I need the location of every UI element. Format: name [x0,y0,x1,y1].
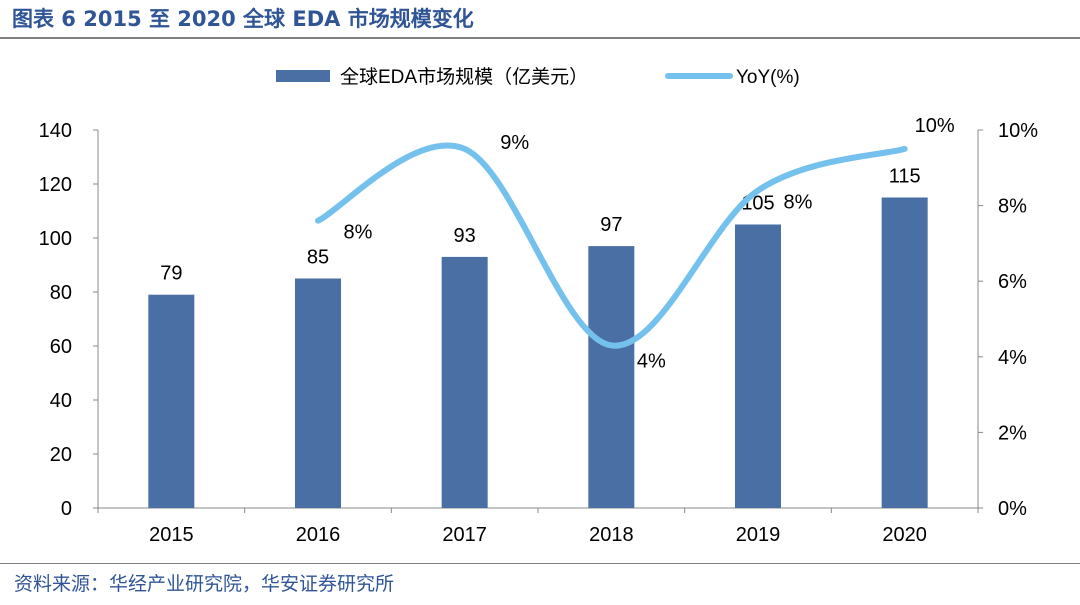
bar-value-label: 115 [889,166,921,188]
y-left-tick-label: 60 [50,336,72,358]
yoy-value-label: 10% [915,115,955,137]
y-right-tick-label: 6% [998,271,1027,293]
x-tick-label: 2015 [149,524,194,546]
x-tick-label: 2018 [589,524,634,546]
yoy-line [315,142,908,349]
yoy-value-label: 8% [784,191,813,213]
title-divider [0,37,1080,39]
bar [881,197,928,508]
yoy-value-label: 8% [344,222,373,244]
x-tick-label: 2019 [736,524,781,546]
bar [735,224,781,508]
y-right-tick-label: 10% [998,120,1038,142]
y-right-tick-label: 0% [998,498,1027,520]
y-right-tick-label: 2% [998,422,1027,444]
y-right-tick-label: 4% [998,347,1027,369]
bar-value-label: 93 [454,225,476,247]
bar [441,256,488,508]
chart-title: 图表 6 2015 至 2020 全球 EDA 市场规模变化 [12,7,474,31]
x-tick-label: 2016 [296,524,341,546]
bar [148,294,195,508]
y-left-tick-label: 120 [39,174,72,196]
y-left-tick-label: 80 [50,282,72,304]
x-tick-label: 2017 [442,524,487,546]
y-left-tick-label: 0 [61,498,72,520]
y-left-tick-label: 40 [50,390,72,412]
y-right-tick-label: 8% [998,196,1027,218]
legend-bar-swatch [276,70,330,82]
source-note: 资料来源：华经产业研究院，华安证券研究所 [14,573,395,595]
bar-value-label: 79 [160,263,182,285]
y-left-tick-label: 100 [39,228,72,250]
legend-bar-label: 全球EDA市场规模（亿美元） [340,66,588,88]
yoy-value-label: 4% [637,350,666,372]
bar [295,278,341,508]
source-divider [0,563,1080,564]
y-left-tick-label: 20 [50,444,72,466]
bar [588,246,635,508]
yoy-value-label: 9% [500,132,529,154]
legend-line-label: YoY(%) [736,67,800,88]
bar-value-label: 85 [307,247,329,269]
x-tick-label: 2020 [882,524,927,546]
y-left-tick-label: 140 [39,120,72,142]
bar-value-label: 97 [600,214,622,236]
